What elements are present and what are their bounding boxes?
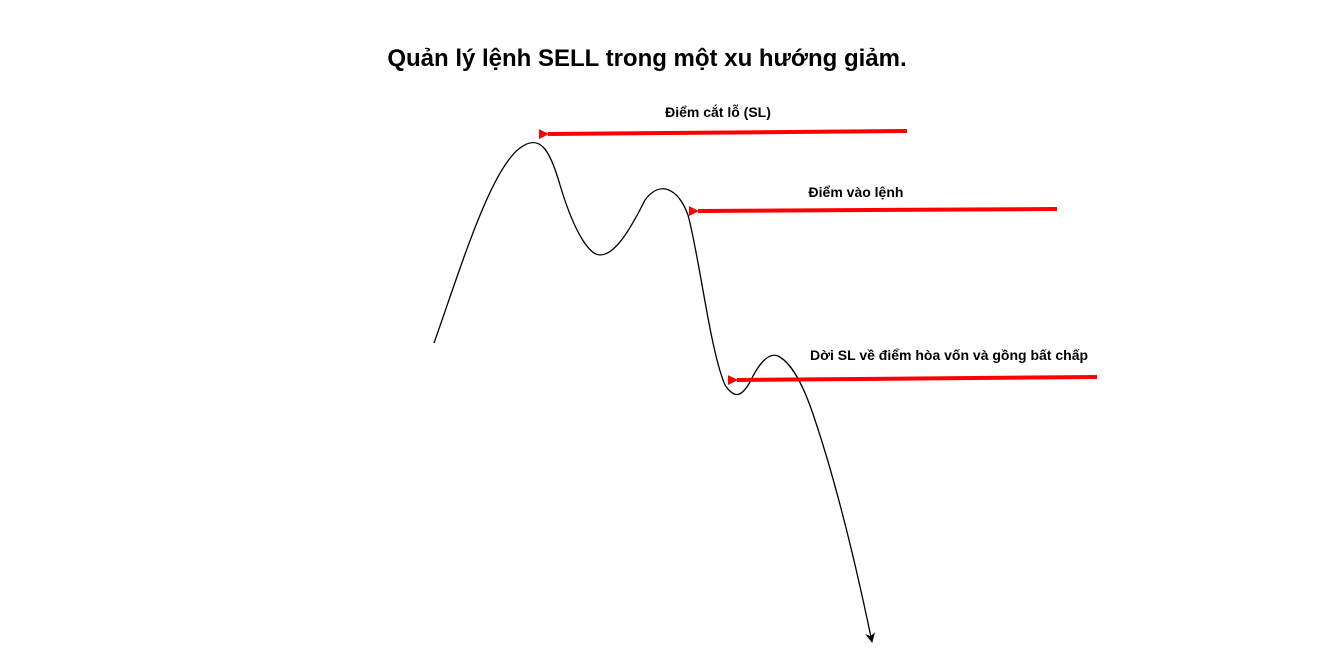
- breakeven-label: Dời SL về điểm hòa vốn và gồng bất chấp: [810, 347, 1088, 363]
- price-curve: [433, 142, 876, 643]
- stop-loss-arrow: [538, 129, 908, 140]
- entry-arrow: [688, 206, 1058, 217]
- entry-label: Điểm vào lệnh: [809, 184, 904, 200]
- stop-loss-label: Điểm cắt lỗ (SL): [665, 103, 771, 120]
- diagram-title: Quản lý lệnh SELL trong một xu hướng giả…: [387, 45, 906, 72]
- breakeven-arrow: [727, 375, 1098, 386]
